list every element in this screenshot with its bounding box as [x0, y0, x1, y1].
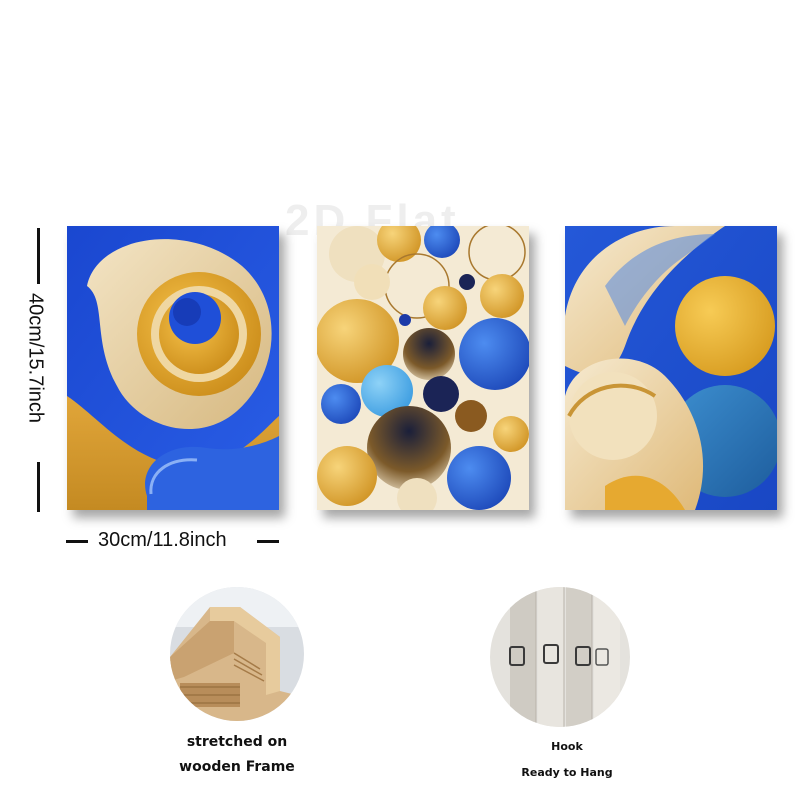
blue-gold-waves-panel	[565, 226, 777, 510]
wood-frame-image	[170, 587, 304, 721]
spiral-artwork	[67, 226, 279, 510]
circles-artwork	[317, 226, 529, 510]
wooden-frame-caption-line2: wooden Frame	[179, 759, 295, 775]
wooden-frame-caption-line1: stretched on	[186, 734, 288, 750]
hook-caption: Hook Ready to Hang	[492, 734, 642, 786]
width-label: 30cm/11.8inch	[98, 529, 227, 551]
width-bar-right	[257, 540, 279, 543]
width-bar-left	[66, 540, 88, 543]
blue-gold-spiral-panel	[67, 226, 279, 510]
wooden-frame-caption: stretched on wooden Frame	[162, 730, 312, 780]
height-label: 40cm/15.7inch	[24, 292, 47, 424]
hook-image	[490, 587, 630, 727]
waves-artwork	[565, 226, 777, 510]
wooden-frame-photo	[170, 587, 304, 721]
hook-caption-line1: Hook	[551, 740, 583, 753]
height-bar-bottom	[37, 462, 40, 512]
hook-photo	[490, 587, 630, 727]
gold-blue-circles-panel	[317, 226, 529, 510]
height-bar-top	[37, 228, 40, 284]
hook-caption-line2: Ready to Hang	[521, 766, 613, 779]
